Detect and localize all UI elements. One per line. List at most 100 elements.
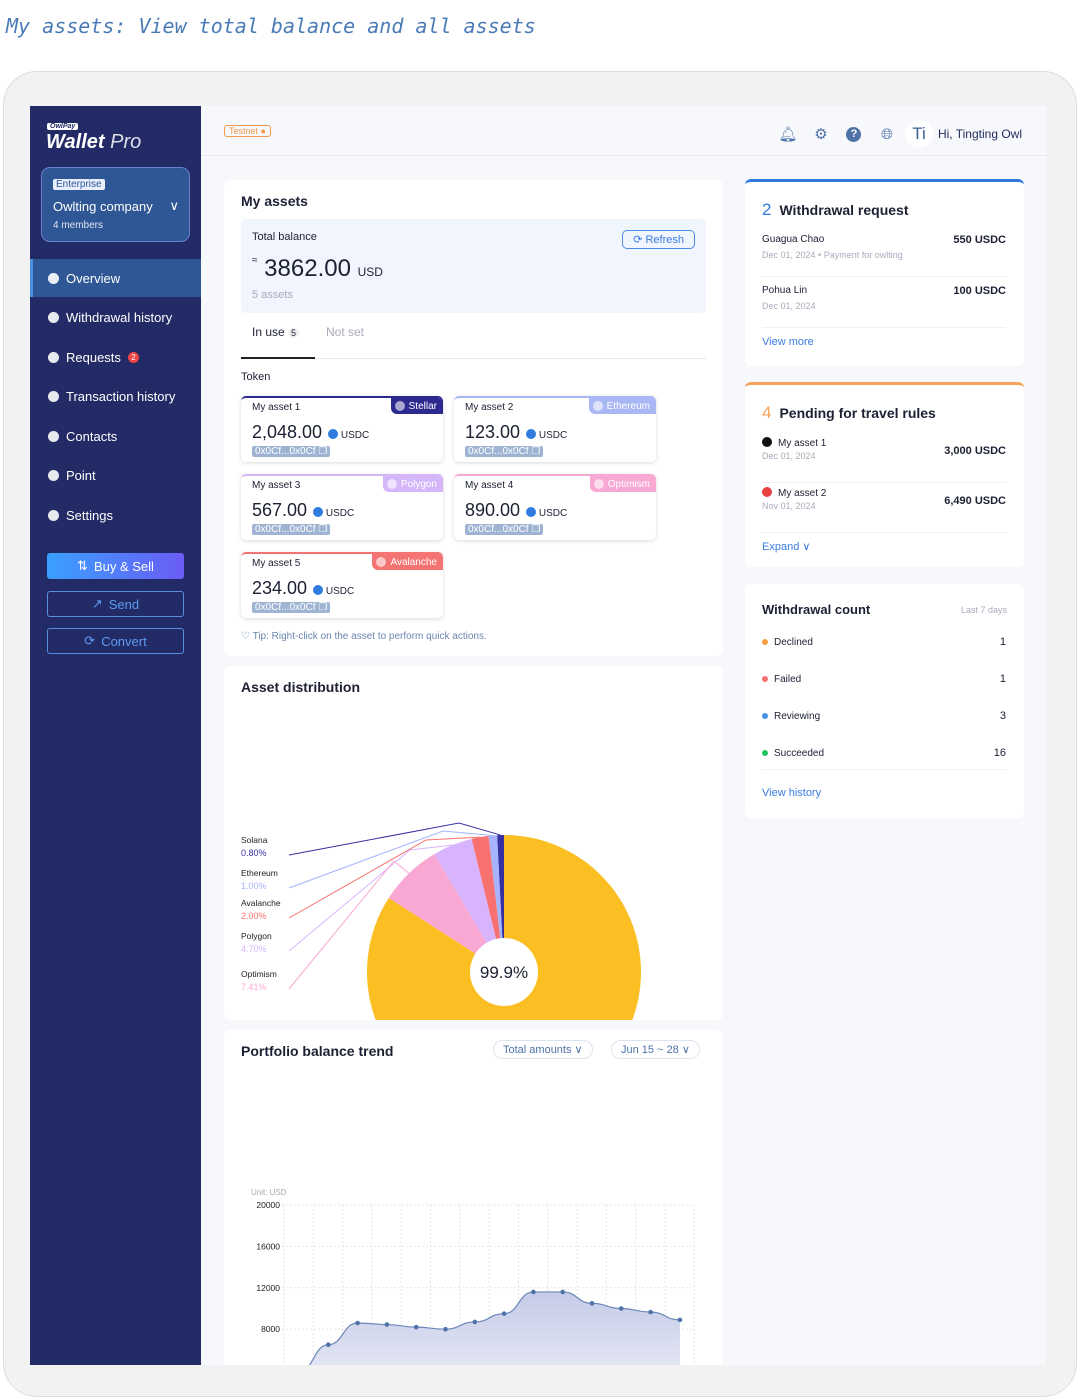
convert-button[interactable]: ⟳ Convert xyxy=(47,628,184,654)
bell-icon[interactable]: 🔔︎ xyxy=(778,126,798,143)
settings-icon xyxy=(48,509,59,521)
asset-card[interactable]: My asset 4 Optimism 890.00 USDC 0x0Cf...… xyxy=(454,474,656,540)
area-fill xyxy=(309,1291,680,1365)
address-copy[interactable]: 0x0Cf...0x0Cf ❐ xyxy=(252,602,331,613)
copy-icon: ❐ xyxy=(531,524,541,535)
withdrawal-item[interactable]: Pohua Lin Dec 01, 2024 100 USDC xyxy=(762,285,1006,328)
asset-card[interactable]: My asset 5 Avalanche 234.00 USDC 0x0Cf..… xyxy=(241,552,443,618)
usdc-icon xyxy=(312,507,323,517)
sidebar-item-overview[interactable]: Overview xyxy=(30,259,201,297)
date-range-dropdown[interactable]: Jun 15 ~ 28 ∨ xyxy=(611,1040,700,1059)
tab-in-use[interactable]: In use 5 xyxy=(241,325,315,359)
point-icon xyxy=(48,470,59,481)
org-switcher[interactable]: Enterprise Owlting company 4 members ∨ xyxy=(41,167,190,242)
chain-icon xyxy=(592,401,603,411)
series-line xyxy=(308,1291,680,1365)
asset-card[interactable]: My asset 2 Ethereum 123.00 USDC 0x0Cf...… xyxy=(454,396,656,462)
expand-link[interactable]: Expand ∨ xyxy=(762,541,811,553)
metric-dropdown[interactable]: Total amounts ∨ xyxy=(493,1040,593,1059)
pie-slice-avalanche xyxy=(471,835,504,972)
top-header: Testnet ● 🔔︎ ⚙ ? 🌐︎ Ti Hi, Tingting Owl xyxy=(201,106,1046,156)
withdrawal-item[interactable]: Guagua Chao Dec 01, 2024 • Payment for o… xyxy=(762,234,1006,277)
avalanche-icon xyxy=(762,487,772,497)
chevron-down-icon: ∨ xyxy=(169,198,179,213)
travel-item[interactable]: My asset 1 Dec 01, 2024 3,000 USDC xyxy=(762,437,1006,483)
stellar-icon xyxy=(762,437,772,447)
pie-label: Avalanche xyxy=(241,898,281,908)
chain-badge: Ethereum xyxy=(588,398,656,414)
leader-line xyxy=(288,860,410,990)
sidebar-item-withdrawal-history[interactable]: Withdrawal history xyxy=(30,299,201,337)
unit-label: Unit: USD xyxy=(251,1188,287,1197)
pie-slice-solana xyxy=(497,835,504,972)
travel-item[interactable]: My asset 2 Nov 01, 2024 6,490 USDC xyxy=(762,487,1006,533)
sidebar-item-point[interactable]: Point xyxy=(30,457,201,495)
copy-icon: ❐ xyxy=(531,446,541,457)
pie-slice-optimism xyxy=(388,854,504,972)
line-chart: Unit: USD0400080001200016000200001516171… xyxy=(251,1188,695,1365)
page-title: My assets: View total balance and all as… xyxy=(6,14,536,38)
status-count-row: Failed 1 xyxy=(762,673,1006,685)
sidebar-item-contacts[interactable]: Contacts xyxy=(30,417,201,455)
y-tick-label: 16000 xyxy=(256,1241,280,1251)
data-point xyxy=(619,1306,624,1311)
chat-icon xyxy=(48,351,59,363)
total-balance-value: ≈ 3862.00 USD xyxy=(252,255,383,282)
chain-badge: Polygon xyxy=(382,476,443,492)
chain-icon xyxy=(386,479,397,489)
status-dot xyxy=(762,638,768,645)
status-dot xyxy=(762,749,768,756)
pie-label: Solana xyxy=(241,835,268,845)
pie-value-label: 7.41% xyxy=(241,982,267,992)
leader-line xyxy=(288,836,481,919)
total-balance-panel: Total balance ≈ 3862.00 USD 5 assets ⟳ R… xyxy=(241,219,706,313)
address-copy[interactable]: 0x0Cf...0x0Cf ❐ xyxy=(465,446,544,457)
asset-card[interactable]: My asset 3 Polygon 567.00 USDC 0x0Cf...0… xyxy=(241,474,443,540)
address-copy[interactable]: 0x0Cf...0x0Cf ❐ xyxy=(252,446,331,457)
gear-icon[interactable]: ⚙ xyxy=(814,126,828,143)
sidebar-item-settings[interactable]: Settings xyxy=(30,496,201,534)
refresh-button[interactable]: ⟳ Refresh xyxy=(622,230,695,249)
leader-line xyxy=(288,822,501,856)
data-point xyxy=(501,1311,507,1316)
travel-rules-card: 4 Pending for travel rules My asset 1 Dec… xyxy=(745,382,1024,567)
chain-icon xyxy=(394,401,405,411)
data-point xyxy=(531,1289,536,1295)
status-dot xyxy=(762,712,768,719)
avatar[interactable]: Ti xyxy=(904,120,933,148)
view-more-link[interactable]: View more xyxy=(762,336,814,348)
brand-small: OwlPay xyxy=(47,123,79,130)
help-icon[interactable]: ? xyxy=(845,125,863,143)
send-button[interactable]: ↗ Send xyxy=(47,591,184,617)
address-copy[interactable]: 0x0Cf...0x0Cf ❐ xyxy=(465,524,544,535)
token-label: Token xyxy=(241,371,271,383)
testnet-badge[interactable]: Testnet ● xyxy=(224,125,271,137)
tab-not-set[interactable]: Not set xyxy=(326,325,365,339)
usdc-icon xyxy=(312,585,323,595)
user-greeting[interactable]: Hi, Tingting Owl xyxy=(937,127,1022,141)
pie-center-label: 99.9% xyxy=(480,963,528,982)
data-point xyxy=(355,1320,360,1326)
brand-logo: Wallet Pro xyxy=(46,131,142,153)
view-history-link[interactable]: View history xyxy=(762,787,822,799)
chain-badge: Stellar xyxy=(390,398,443,414)
globe-icon[interactable]: 🌐︎ xyxy=(880,125,893,143)
lightbulb-icon: ♡ xyxy=(241,631,250,642)
sidebar-item-requests[interactable]: Requests 2 xyxy=(30,338,201,376)
sidebar-item-transaction-history[interactable]: Transaction history xyxy=(30,378,201,416)
address-copy[interactable]: 0x0Cf...0x0Cf ❐ xyxy=(252,524,331,535)
portfolio-trend-card: Portfolio balance trend Total amounts ∨ … xyxy=(224,1030,723,1365)
pie-center xyxy=(470,938,538,1006)
withdrawal-request-title: 2 Withdrawal request xyxy=(762,200,909,219)
buy-sell-button[interactable]: ⇅ Buy & Sell xyxy=(47,553,184,579)
chain-badge: Avalanche xyxy=(372,554,443,570)
org-plan-badge: Enterprise xyxy=(53,179,105,190)
pie-value-label: 2.00% xyxy=(241,911,267,921)
status-count-row: Declined 1 xyxy=(762,636,1006,648)
transaction-icon xyxy=(48,391,59,402)
asset-distribution-card: Asset distribution Solana 0.80% Ethereum 1.… xyxy=(224,666,723,1020)
pie-slice-stellar xyxy=(367,835,641,1020)
copy-icon: ❐ xyxy=(318,524,328,535)
asset-card[interactable]: My asset 1 Stellar 2,048.00 USDC 0x0Cf..… xyxy=(241,396,443,462)
arrow-up-right-icon: ↗ xyxy=(91,596,103,611)
